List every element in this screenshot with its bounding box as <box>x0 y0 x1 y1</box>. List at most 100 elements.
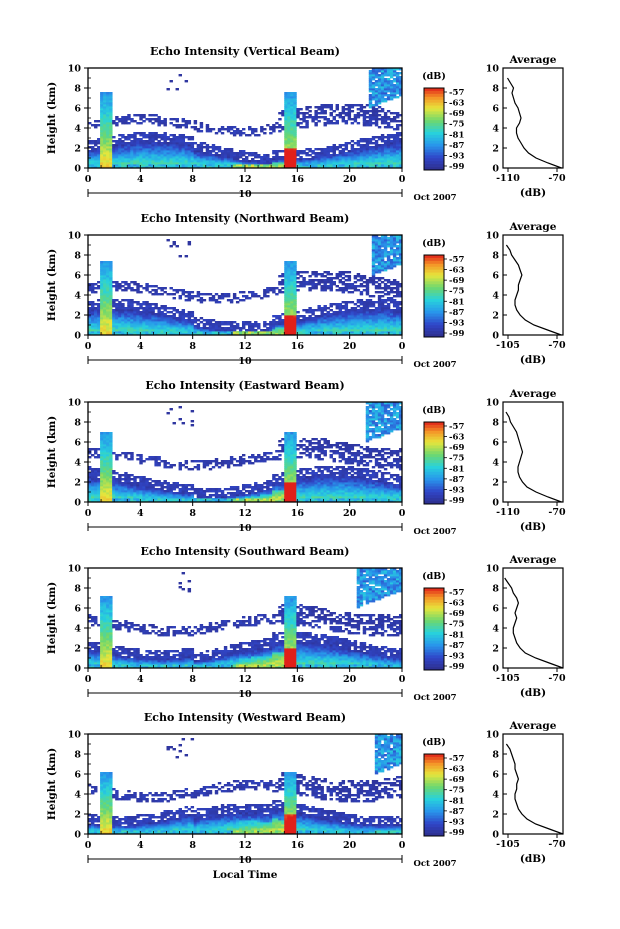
heatmap-cell <box>160 146 164 149</box>
heatmap-cell <box>103 448 107 451</box>
heatmap-cell <box>109 438 113 441</box>
heatmap-cell <box>151 132 155 135</box>
heatmap-cell <box>344 108 349 111</box>
heatmap-cell <box>94 144 98 147</box>
heatmap-cell <box>356 317 361 320</box>
heatmap-cell <box>263 321 267 324</box>
heatmap-cell <box>356 148 361 151</box>
heatmap-cell <box>338 329 343 332</box>
heatmap-cell <box>109 442 113 445</box>
heatmap-cell <box>94 315 98 318</box>
heatmap-cell <box>187 331 192 334</box>
heatmap-cell <box>187 243 192 246</box>
heatmap-cell <box>100 438 104 441</box>
heatmap-cell <box>326 120 330 123</box>
heatmap-cell <box>217 488 222 491</box>
heatmap-cell <box>226 321 231 324</box>
heatmap-cell <box>302 126 306 129</box>
heatmap-cell <box>362 150 367 153</box>
heatmap-cell <box>181 152 186 155</box>
heatmap-cell <box>88 496 92 499</box>
heatmap-cell <box>290 331 294 334</box>
heatmap-cell <box>374 118 379 121</box>
heatmap-cell <box>350 154 355 157</box>
heatmap-cell <box>365 333 370 336</box>
heatmap-cell <box>133 478 137 481</box>
heatmap-cell <box>380 259 385 262</box>
heatmap-cell <box>109 162 113 165</box>
heatmap-cell <box>365 160 370 163</box>
heatmap-cell <box>368 327 373 330</box>
heatmap-cell <box>293 96 297 99</box>
heatmap-cell <box>133 152 137 155</box>
heatmap-cell <box>124 160 128 163</box>
heatmap-cell <box>383 154 388 157</box>
heatmap-cell <box>199 496 204 499</box>
heatmap-cell <box>106 315 110 318</box>
heatmap-cell <box>187 315 192 318</box>
heatmap-cell <box>371 90 376 93</box>
heatmap-cell <box>377 138 382 141</box>
heatmap-cell <box>383 136 388 139</box>
heatmap-cell <box>308 283 312 286</box>
heatmap-cell <box>91 309 95 312</box>
heatmap-cell <box>368 78 373 81</box>
heatmap-cell <box>371 96 376 99</box>
heatmap-cell <box>154 482 158 485</box>
heatmap-cell <box>199 293 204 296</box>
heatmap-cell <box>392 295 397 298</box>
heatmap-cell <box>181 118 186 121</box>
heatmap-cell <box>359 323 364 326</box>
heatmap-cell <box>121 148 125 151</box>
heatmap-cell <box>130 327 134 330</box>
heatmap-cell <box>97 158 101 161</box>
heatmap-cell <box>103 460 107 463</box>
heatmap-cell <box>347 160 352 163</box>
heatmap-cell <box>181 166 186 169</box>
heatmap-cell <box>169 307 173 310</box>
heatmap-cell <box>377 110 382 113</box>
heatmap-cell <box>329 112 333 115</box>
heatmap-cell <box>389 148 394 151</box>
heatmap-cell <box>266 333 270 336</box>
heatmap-cell <box>91 166 95 169</box>
heatmap-cell <box>293 162 297 165</box>
heatmap-cell <box>395 327 400 330</box>
heatmap-cell <box>97 494 101 497</box>
heatmap-cell <box>296 311 300 314</box>
heatmap-cell <box>374 94 379 97</box>
heatmap-cell <box>154 152 158 155</box>
heatmap-cell <box>109 291 113 294</box>
heatmap-cell <box>320 321 324 324</box>
heatmap-cell <box>199 488 204 491</box>
heatmap-cell <box>139 162 143 165</box>
heatmap-cell <box>88 283 92 286</box>
heatmap-cell <box>202 146 207 149</box>
heatmap-cell <box>359 114 364 117</box>
heatmap-cell <box>136 486 140 489</box>
heatmap-cell <box>172 138 176 141</box>
heatmap-cell <box>398 146 403 149</box>
heatmap-cell <box>109 142 113 145</box>
heatmap-cell <box>392 251 397 254</box>
heatmap-cell <box>374 257 379 260</box>
heatmap-cell <box>287 154 291 157</box>
heatmap-cell <box>121 164 125 167</box>
colorbar-band <box>424 316 444 320</box>
heatmap-cell <box>205 164 210 167</box>
heatmap-cell <box>94 166 98 169</box>
heatmap-cell <box>275 156 279 159</box>
heatmap-cell <box>392 327 397 330</box>
heatmap-cell <box>100 323 104 326</box>
heatmap-cell <box>109 263 113 266</box>
heatmap-cell <box>202 152 207 155</box>
heatmap-cell <box>395 158 400 161</box>
heatmap-cell <box>320 110 324 113</box>
heatmap-cell <box>94 124 98 127</box>
heatmap-cell <box>353 309 358 312</box>
heatmap-cell <box>389 319 394 322</box>
heatmap-cell <box>100 317 104 320</box>
heatmap-cell <box>392 283 397 286</box>
heatmap-cell <box>100 261 104 264</box>
heatmap-cell <box>214 166 219 169</box>
